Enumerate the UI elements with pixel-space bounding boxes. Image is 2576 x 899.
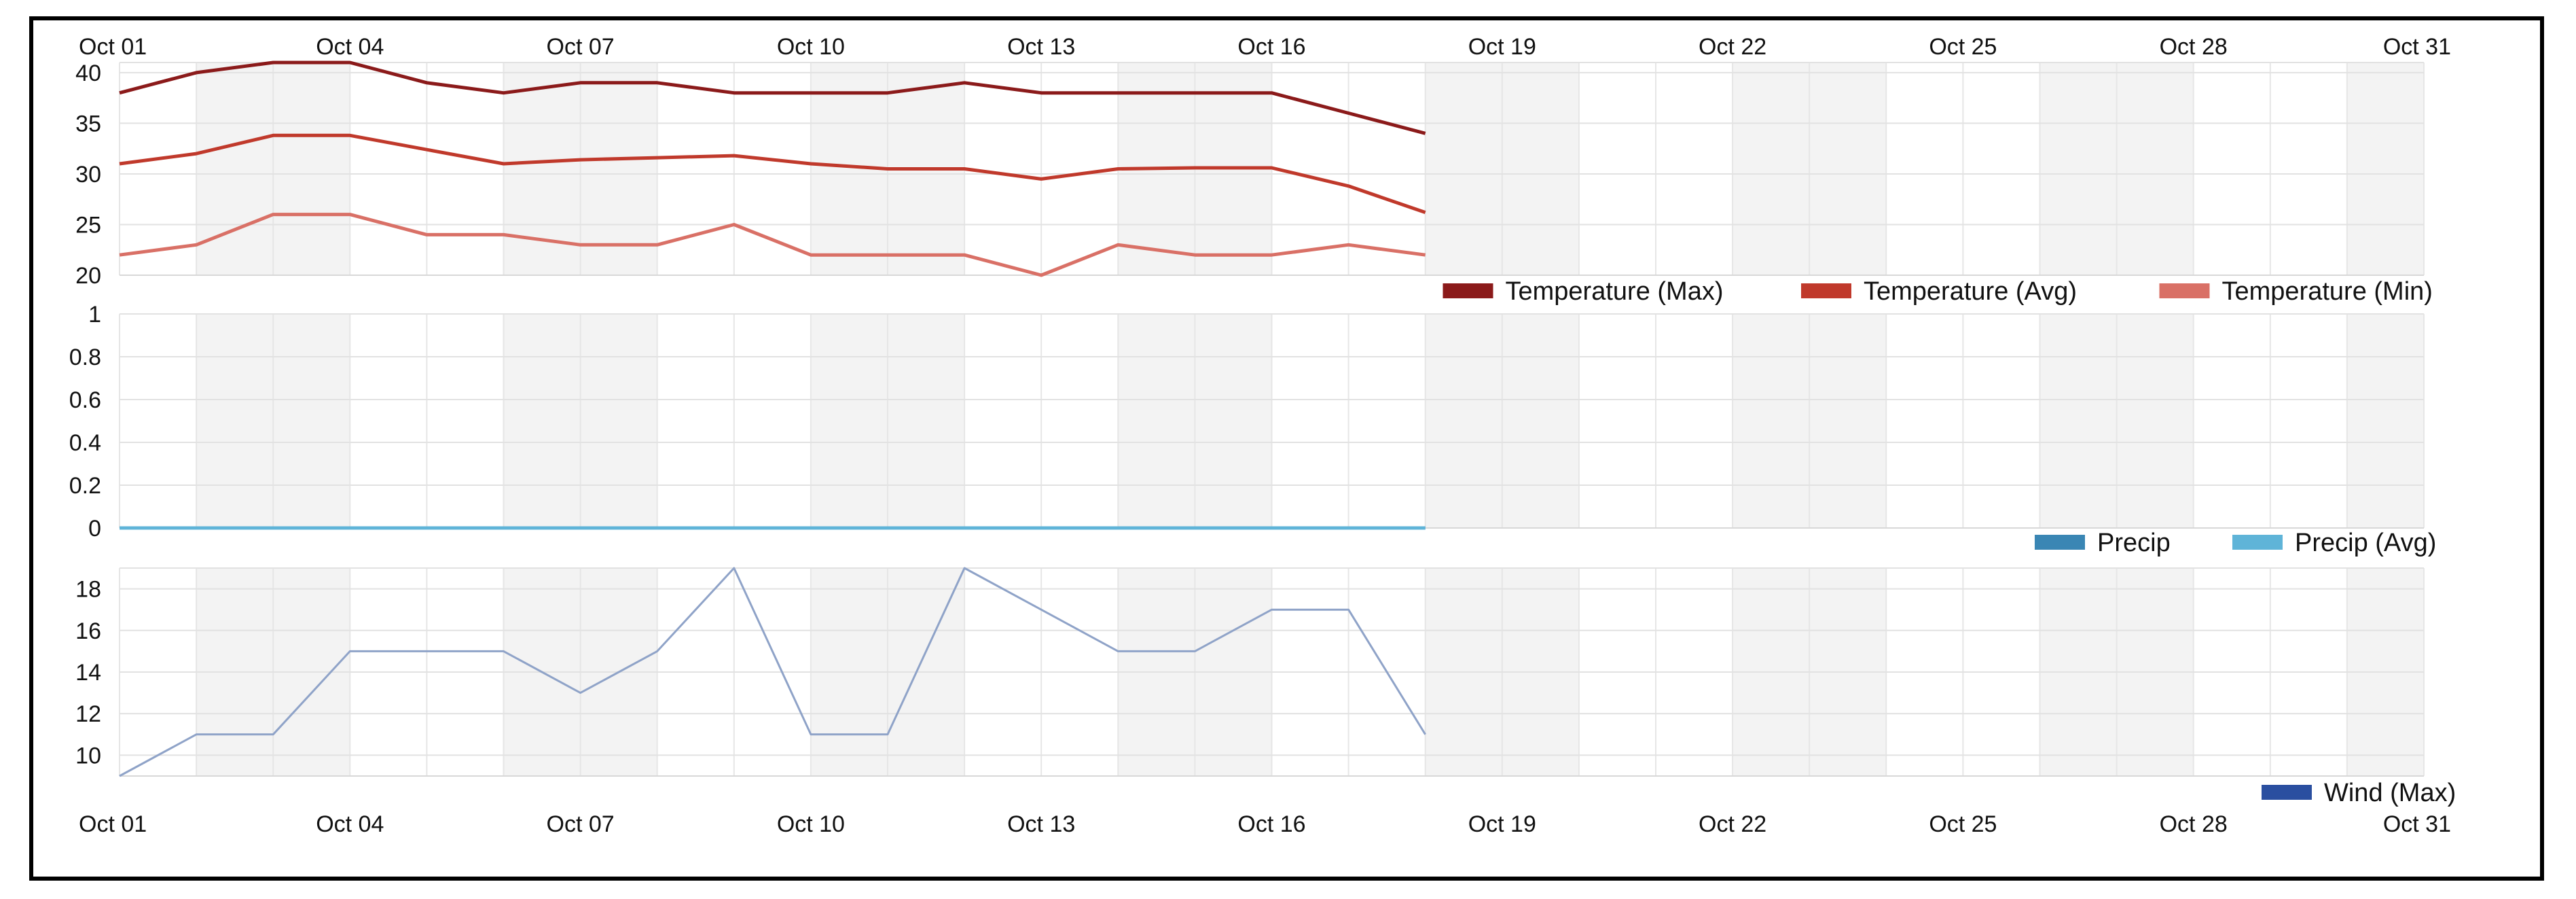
legend-label-precip[interactable]: Precip (2097, 529, 2171, 557)
chart-frame: Oct 01 Oct 01 Oct 04 Oct 04 Oct 07 Oct 07 Oct … (29, 16, 2544, 881)
weekend-band (580, 63, 657, 275)
weather-chart: Oct 01 Oct 01 Oct 04 Oct 04 Oct 07 Oct 07 Oct … (69, 34, 2456, 837)
weekend-band (2039, 314, 2117, 528)
weekend-band (2346, 314, 2424, 528)
y-tick-label: 25 (75, 212, 101, 238)
weekend-band (1809, 63, 1887, 275)
legend-swatch-precip-avg[interactable] (2232, 535, 2283, 550)
x-tick-label-bottom: Oct 10 (777, 811, 845, 837)
x-tick-label-top: Oct 19 (1468, 34, 1536, 60)
legend-swatch-precip[interactable] (2035, 535, 2085, 550)
y-tick-label: 16 (75, 618, 101, 644)
series-line-temperature-max (119, 60, 1426, 135)
y-tick-label: 20 (75, 263, 101, 289)
x-tick-label-top: Oct 25 (1929, 34, 1997, 60)
x-tick-label-bottom: Oct 19 (1468, 811, 1536, 837)
y-tick-label: 10 (75, 743, 101, 769)
weekend-band (1502, 314, 1579, 528)
weekend-band (888, 314, 965, 528)
x-tick-label-top: Oct 01 (79, 34, 147, 60)
y-tick-label: 0.6 (69, 387, 101, 413)
y-tick-label: 0 (88, 516, 101, 542)
weekend-band (273, 63, 350, 275)
legend-label-wind-max[interactable]: Wind (Max) (2324, 779, 2456, 807)
legend-label-temperature-avg[interactable]: Temperature (Avg) (1864, 277, 2077, 306)
weekend-band (273, 314, 350, 528)
x-tick-label-bottom: Oct 01 (79, 811, 147, 837)
x-tick-label-top: Oct 13 (1007, 34, 1075, 60)
weekend-band (503, 314, 581, 528)
weekend-band (1195, 314, 1272, 528)
y-tick-label: 40 (75, 60, 101, 86)
x-tick-label-bottom: Oct 07 (547, 811, 615, 837)
weekend-band (2116, 314, 2194, 528)
x-tick-label-bottom: Oct 04 (316, 811, 384, 837)
weekend-band (1425, 314, 1502, 528)
y-tick-label: 0.2 (69, 473, 101, 499)
series-line-wind-max (119, 567, 1426, 777)
y-tick-label: 30 (75, 162, 101, 188)
x-tick-label-top: Oct 31 (2383, 34, 2451, 60)
weekend-band (196, 63, 274, 275)
legend-swatch-temperature-min[interactable] (2159, 283, 2210, 298)
weekend-band (1733, 314, 1810, 528)
weekend-band (2346, 63, 2424, 275)
series-line-temperature-min (119, 213, 1426, 277)
y-tick-label: 14 (75, 660, 101, 686)
x-tick-label-top: Oct 04 (316, 34, 384, 60)
weekend-band (1502, 63, 1579, 275)
y-tick-label: 12 (75, 701, 101, 727)
y-tick-label: 1 (88, 302, 101, 328)
y-tick-label: 0.8 (69, 345, 101, 370)
x-tick-label-top: Oct 16 (1237, 34, 1305, 60)
weekend-band (810, 314, 888, 528)
y-tick-label: 18 (75, 577, 101, 603)
legend-swatch-wind-max[interactable] (2262, 785, 2312, 800)
weekend-band (196, 314, 274, 528)
y-tick-label: 35 (75, 111, 101, 137)
weekend-band (580, 314, 657, 528)
x-tick-label-top: Oct 07 (547, 34, 615, 60)
y-tick-label: 0.4 (69, 430, 101, 456)
legend-label-precip-avg[interactable]: Precip (Avg) (2295, 529, 2436, 557)
x-tick-label-bottom: Oct 13 (1007, 811, 1075, 837)
x-tick-label-bottom: Oct 28 (2160, 811, 2228, 837)
legend-swatch-temperature-max[interactable] (1443, 283, 1493, 298)
legend-swatch-temperature-avg[interactable] (1801, 283, 1851, 298)
x-tick-label-bottom: Oct 31 (2383, 811, 2451, 837)
x-tick-label-bottom: Oct 22 (1699, 811, 1766, 837)
x-tick-label-top: Oct 10 (777, 34, 845, 60)
weekend-band (2116, 63, 2194, 275)
x-tick-label-top: Oct 22 (1699, 34, 1766, 60)
weekend-band (1425, 63, 1502, 275)
legend-label-temperature-min[interactable]: Temperature (Min) (2222, 277, 2433, 306)
series-line-temperature-avg (119, 133, 1426, 214)
weekend-band (1118, 314, 1195, 528)
legend-label-temperature-max[interactable]: Temperature (Max) (1506, 277, 1724, 306)
x-tick-label-bottom: Oct 25 (1929, 811, 1997, 837)
weekend-band (2039, 63, 2117, 275)
x-tick-label-top: Oct 28 (2160, 34, 2228, 60)
weekend-band (1733, 63, 1810, 275)
weekend-band (1809, 314, 1887, 528)
x-tick-label-bottom: Oct 16 (1237, 811, 1305, 837)
